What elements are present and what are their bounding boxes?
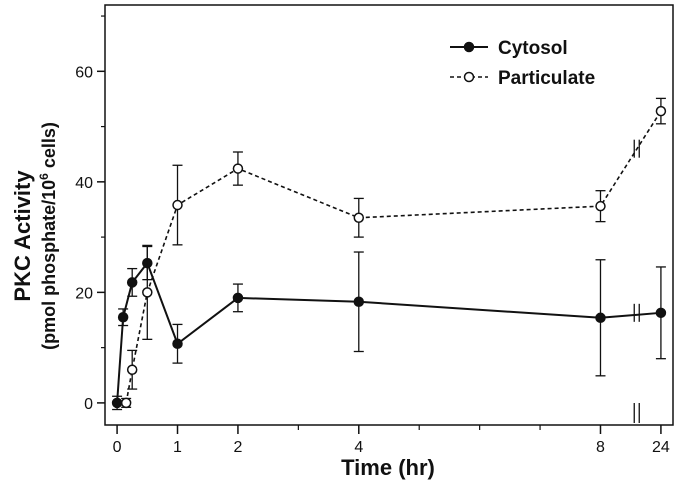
legend-marker xyxy=(463,41,475,53)
y-axis-ticks: 0 20 40 60 xyxy=(75,15,105,413)
x-tick-label: 4 xyxy=(354,439,363,456)
legend-label: Particulate xyxy=(498,68,595,89)
series-line xyxy=(125,110,662,404)
y-tick-label: 40 xyxy=(75,175,93,192)
x-tick-label: 0 xyxy=(113,439,122,456)
series-particulate xyxy=(120,97,667,409)
legend: Cytosol Particulate xyxy=(450,38,595,89)
y-tick-label: 0 xyxy=(84,396,93,413)
data-point xyxy=(126,364,138,375)
data-point xyxy=(120,397,132,409)
x-tick-label: 8 xyxy=(596,439,605,456)
x-axis-title: Time (hr) xyxy=(341,455,435,480)
data-point xyxy=(232,163,244,174)
data-point xyxy=(353,212,365,224)
plot-frame xyxy=(104,4,674,426)
y-axis-subtitle-group: (pmol phosphate/106 cells) xyxy=(37,122,59,350)
y-axis-subtitle: (pmol phosphate/106 cells) xyxy=(37,122,59,350)
x-tick-label: 2 xyxy=(233,439,242,456)
y-axis-subtitle-tail: cells) xyxy=(39,122,59,173)
data-point xyxy=(172,338,183,350)
plot-border xyxy=(104,4,674,426)
data-point xyxy=(655,307,667,319)
data-point xyxy=(595,312,606,324)
y-tick-label: 20 xyxy=(75,285,93,302)
data-point xyxy=(655,105,667,117)
series-line xyxy=(116,261,661,403)
data-point xyxy=(142,287,153,298)
legend-marker xyxy=(463,71,475,83)
axis-break-marks xyxy=(633,139,640,423)
y-axis-title-group: PKC Activity xyxy=(10,170,35,302)
data-point xyxy=(353,296,365,308)
data-point xyxy=(595,200,606,212)
y-axis-title: PKC Activity xyxy=(10,170,35,302)
x-tick-label: 24 xyxy=(652,439,670,456)
series-layer xyxy=(111,97,667,411)
x-tick-label: 1 xyxy=(173,439,182,456)
data-point xyxy=(126,277,138,288)
data-point xyxy=(111,397,123,409)
x-axis-ticks: 0 1 2 4 8 24 xyxy=(113,425,670,456)
legend-label: Cytosol xyxy=(498,38,568,59)
data-point xyxy=(232,292,244,304)
y-tick-label: 60 xyxy=(75,64,93,81)
data-point xyxy=(172,199,183,211)
data-point xyxy=(117,311,129,323)
y-axis-subtitle-superscript: 6 xyxy=(37,173,51,180)
y-axis-subtitle-main: (pmol phosphate/10 xyxy=(39,180,59,350)
series-cytosol xyxy=(111,245,667,411)
